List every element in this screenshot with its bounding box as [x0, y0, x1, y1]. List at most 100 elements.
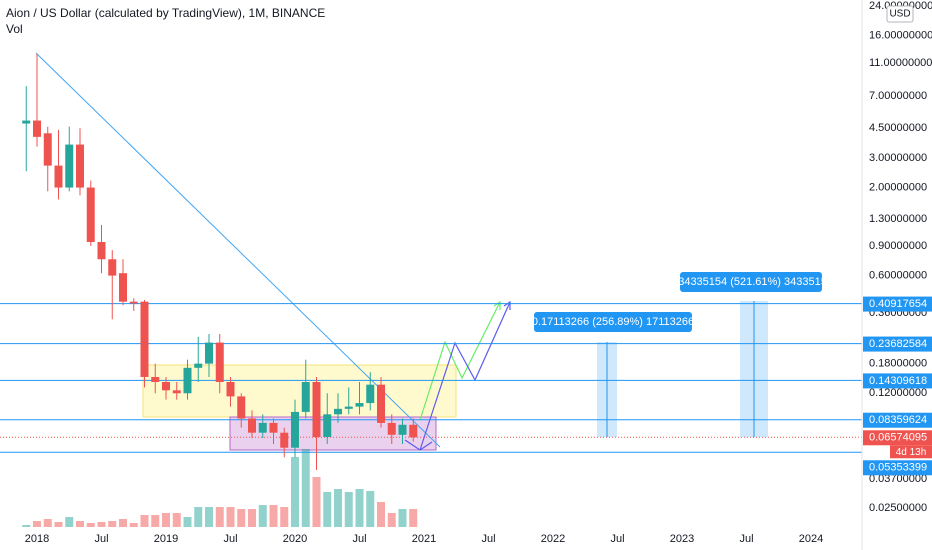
measure-label: 0.34335154 (521.61%) 34335154	[669, 276, 833, 288]
volume-bar	[280, 507, 289, 527]
volume-bar	[226, 507, 235, 527]
x-tick-label: Jul	[223, 533, 237, 545]
price-badge	[863, 430, 932, 446]
candle-body	[366, 384, 375, 404]
y-tick-label: 0.03700000	[869, 473, 927, 485]
volume-bar	[269, 505, 278, 527]
candle-body	[301, 382, 310, 412]
volume-bar	[312, 477, 321, 527]
projection-arrow	[404, 439, 433, 451]
y-tick-label: 2.00000000	[869, 181, 927, 193]
price-badge	[863, 296, 932, 312]
candle-body	[258, 422, 267, 433]
candle-body	[172, 390, 181, 394]
price-badge-label: 0.08359624	[869, 414, 927, 426]
volume-bar	[215, 507, 224, 527]
volume-bar	[97, 522, 106, 527]
volume-bar	[183, 517, 192, 527]
price-badge	[863, 336, 932, 352]
volume-bar	[258, 505, 267, 527]
candle-body	[377, 384, 385, 423]
candle-body	[205, 342, 213, 364]
countdown: 4d 13h	[896, 447, 927, 458]
currency: USD	[889, 9, 910, 20]
x-tick-label: Jul	[610, 533, 624, 545]
price-badge	[863, 460, 932, 476]
arrow-head	[493, 300, 501, 310]
volume-bar	[65, 517, 74, 527]
volume-bar	[205, 507, 213, 527]
candle-body	[344, 406, 353, 409]
volume-bar	[377, 502, 385, 527]
candle-body	[226, 382, 235, 397]
measure-label-box	[680, 272, 822, 292]
measure-label-box	[534, 312, 692, 332]
volume-bar	[140, 515, 149, 527]
y-tick-label: 4.50000000	[869, 122, 927, 134]
volume-bar	[194, 507, 203, 527]
volume-bar	[237, 509, 246, 527]
candle-body	[151, 376, 160, 383]
volume-bar	[54, 522, 63, 527]
price-badge-label: 0.14309618	[869, 375, 927, 387]
candle-body	[237, 396, 246, 419]
volume-bar	[355, 489, 364, 527]
volume-bar	[86, 523, 95, 527]
candle-body	[215, 342, 224, 383]
volume-bar	[43, 519, 52, 527]
candle-body	[194, 363, 203, 368]
price-badge-label: 0.05353399	[869, 462, 927, 474]
candle-body	[183, 367, 192, 394]
x-tick-label: Jul	[352, 533, 366, 545]
projection-arrow	[419, 301, 511, 451]
candle-body	[86, 187, 95, 242]
x-tick-label: Jul	[739, 533, 753, 545]
price-badge-label: 0.23682584	[869, 338, 927, 350]
volume-bar	[119, 519, 127, 527]
price-axis	[862, 0, 932, 550]
axis: 2018 Jul 2019 Jul 2020 Jul 2021 Jul 2022 Jul 2023 J…	[25, 0, 932, 545]
trend-line	[35, 52, 441, 448]
y-tick-label: 0.02500000	[869, 502, 927, 514]
x-tick-label: Jul	[481, 533, 495, 545]
price-badge	[863, 373, 932, 389]
volume-bar	[162, 513, 170, 527]
volume-bar	[33, 521, 41, 527]
candle-body	[398, 424, 407, 435]
range-box	[142, 364, 457, 418]
candle-body	[355, 403, 364, 407]
candle-body	[291, 411, 299, 448]
volume-bar	[108, 521, 117, 527]
volume-bar	[344, 492, 353, 527]
candle-body	[323, 414, 332, 437]
x-tick-label: 2022	[541, 533, 565, 545]
candle-body	[409, 424, 418, 438]
volume-bar	[151, 515, 160, 527]
countdown-badge	[890, 445, 932, 459]
y-tick-label: 16.00000000	[869, 29, 932, 41]
y-tick-label: 7.00000000	[869, 90, 927, 102]
volume-bar	[76, 521, 84, 527]
measure-label: 0.17113266 (256.89%) 17113266	[532, 316, 694, 328]
candle-body	[54, 165, 63, 188]
plot	[0, 53, 862, 527]
candle-body	[97, 241, 106, 260]
volume-bar	[387, 513, 396, 527]
volume-bar	[248, 509, 256, 527]
y-tick-label: 3.00000000	[869, 152, 927, 164]
x-tick-label: 2020	[283, 533, 307, 545]
price-badge	[863, 412, 932, 428]
candle-body	[140, 301, 149, 377]
y-tick-label: 0.12000000	[869, 387, 927, 399]
x-tick-label: 2023	[670, 533, 694, 545]
candle-body	[280, 432, 289, 448]
volume-bar	[301, 449, 310, 527]
chart-title: Aion / US Dollar (calculated by TradingV…	[6, 6, 325, 20]
candle-body	[119, 273, 127, 302]
candle-body	[33, 120, 41, 137]
candle-body	[387, 422, 396, 435]
currency-box	[886, 5, 914, 23]
volume-bar	[398, 509, 407, 527]
x-tick-label: 2021	[412, 533, 436, 545]
